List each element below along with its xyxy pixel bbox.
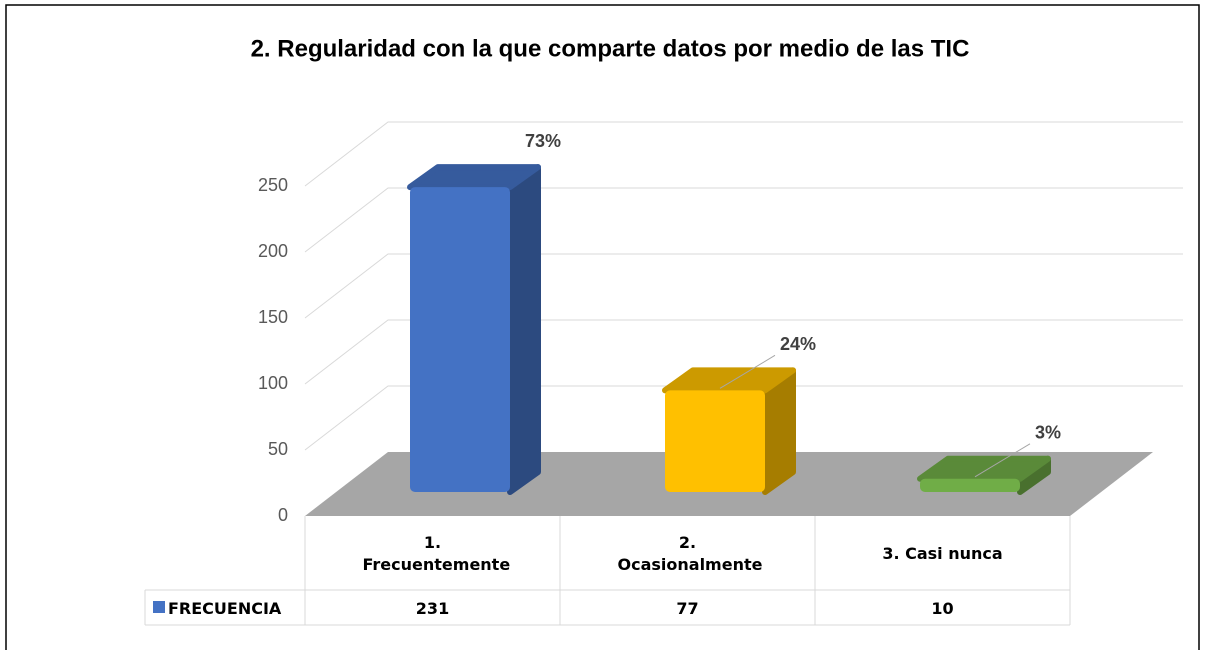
x-tick-label: 2. Ocasionalmente (560, 518, 815, 590)
table-value-text: 10 (931, 598, 954, 618)
y-tick-label: 200 (258, 241, 288, 261)
x-tick-label-text: 3. Casi nunca (882, 544, 1003, 563)
grid-line (304, 319, 1183, 385)
bar-front (665, 390, 765, 492)
x-tick-label: 3. Casi nunca (815, 518, 1070, 590)
y-tick-label: 150 (258, 307, 288, 327)
bar (662, 367, 796, 495)
y-tick-label: 0 (278, 505, 288, 525)
value-label: 24% (780, 334, 816, 354)
x-tick-label-text: 2. Ocasionalmente (617, 533, 763, 574)
x-tick-label: 1. Frecuentemente (305, 518, 560, 590)
bar-side (507, 164, 541, 495)
grid-line (304, 187, 1183, 253)
bar-top (662, 367, 796, 394)
bar-top (407, 164, 541, 191)
frame (5, 4, 1200, 650)
legend-label: FRECUENCIA (168, 591, 304, 625)
table-value: 77 (560, 591, 815, 625)
table-value-text: 77 (676, 598, 699, 618)
y-tick-label: 100 (258, 373, 288, 393)
value-label: 3% (1035, 423, 1061, 443)
grid-line (304, 385, 1183, 451)
bar-front (410, 187, 510, 492)
legend-swatch (153, 601, 165, 613)
legend-label-text: FRECUENCIA (168, 598, 282, 618)
bar (917, 455, 1051, 495)
table-value: 10 (815, 591, 1070, 625)
grid-line (304, 253, 1183, 319)
leader-line (974, 443, 1031, 478)
value-label: 73% (525, 131, 561, 151)
chart-title: 2. Regularidad con la que comparte datos… (251, 35, 970, 62)
bar-top (917, 455, 1051, 482)
y-tick-label: 50 (268, 439, 288, 459)
table-value: 231 (305, 591, 560, 625)
y-tick-label: 250 (258, 175, 288, 195)
grid-line (304, 121, 1183, 187)
bar-front (920, 478, 1020, 492)
bar (407, 164, 541, 495)
leader-line (719, 354, 776, 389)
table-value-text: 231 (415, 598, 450, 618)
x-tick-label-text: 1. Frecuentemente (362, 533, 511, 574)
